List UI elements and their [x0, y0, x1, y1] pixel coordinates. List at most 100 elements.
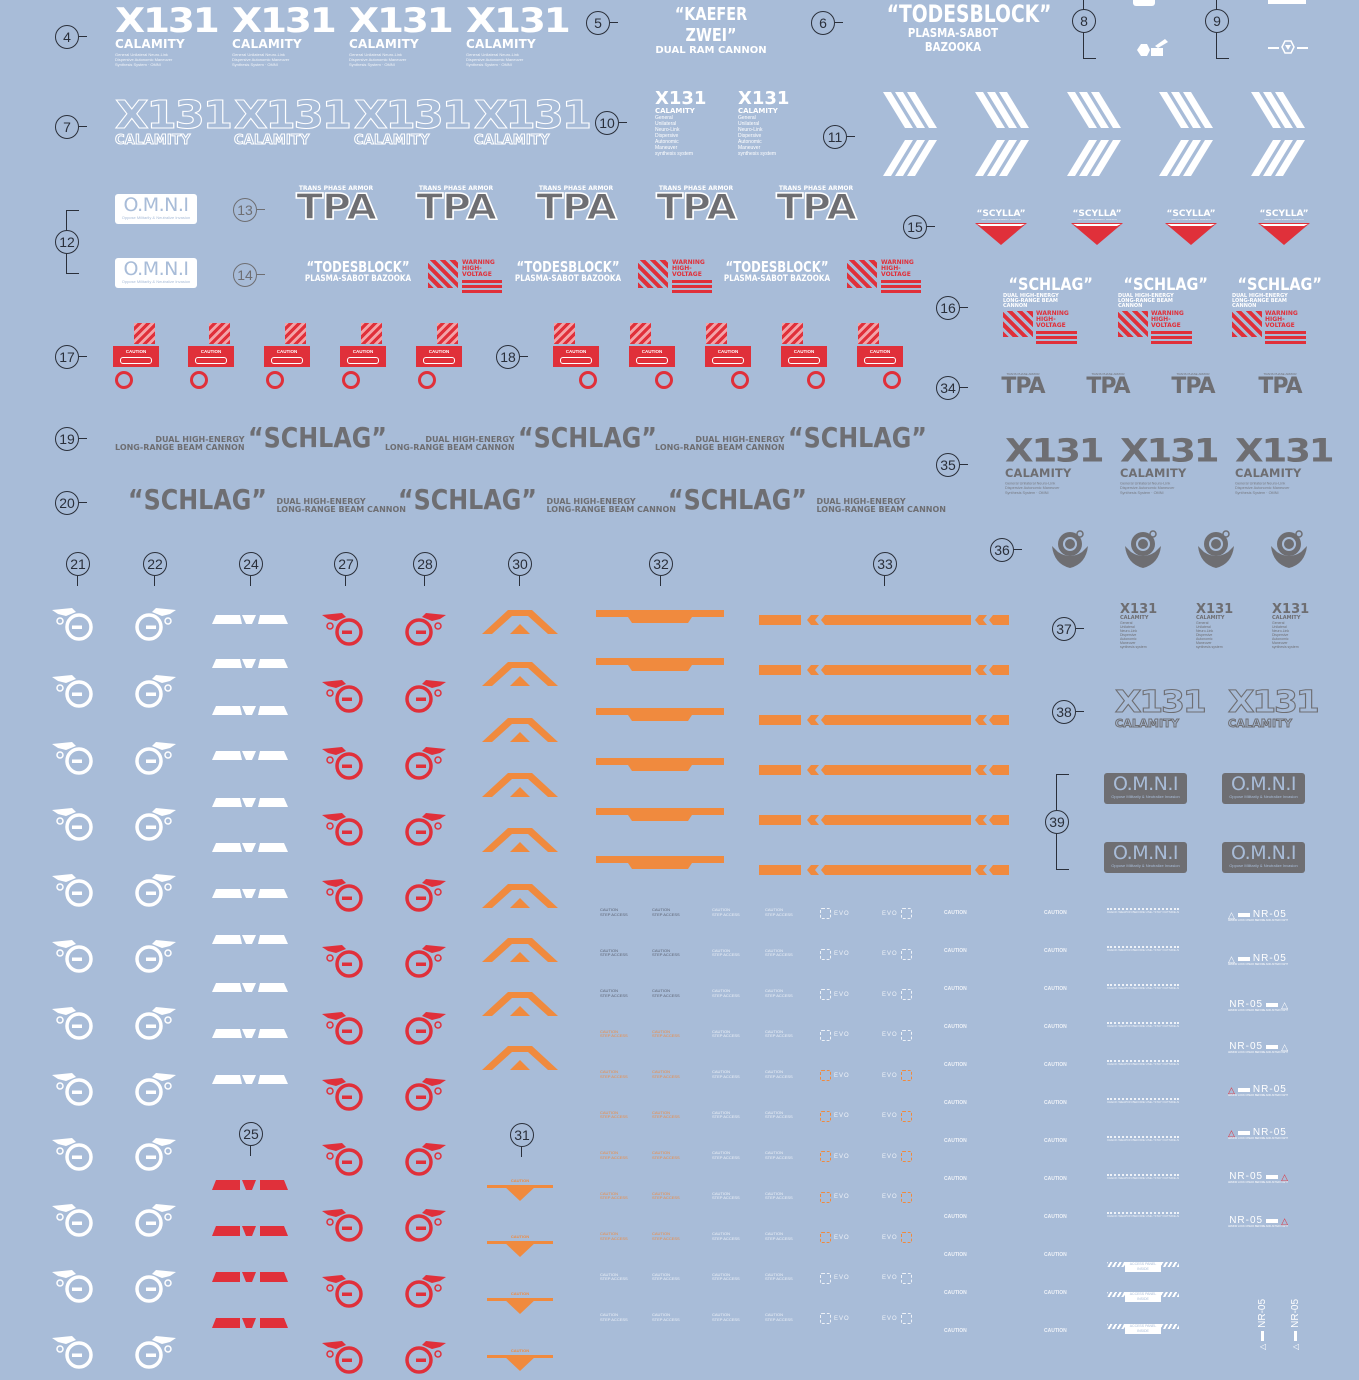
- check-weapon-text: CHECK WEAPON BEFORE USE / STAY OUTSIDE A…: [1107, 1062, 1179, 1066]
- evo-text: EVO: [882, 1234, 898, 1241]
- schlag-sub1: DUAL HIGH-ENERGY: [155, 435, 245, 444]
- decal-x131-calamity-outline: X131 CALAMITY: [114, 96, 233, 148]
- todes-sub: PLASMA-SABOT BAZOOKA: [514, 274, 622, 284]
- decal-orange-bar: [596, 808, 724, 829]
- x131-fine-print: General Unilateral Neuro-Link Dispersive…: [1005, 480, 1060, 496]
- decal-tpa: TRANS PHASE ARMOR TPA: [655, 185, 737, 227]
- winged-emblem-icon: [130, 1204, 176, 1243]
- nr05-text: NR-05: [1229, 1215, 1264, 1226]
- decal-orange-chevron: [482, 718, 558, 747]
- callout-tick: [257, 274, 265, 276]
- evo-text: EVO: [882, 1153, 898, 1160]
- caution-step-access: CAUTION STEP ACCESS: [765, 1190, 793, 1202]
- omni-subtext: Oppose Militarily & Neutralize Invasion: [121, 279, 191, 284]
- caution-text: CAUTION: [125, 349, 147, 354]
- nr05-sub: ARMOR LOCK CHECK BEFORE AND AFTER FIGHT: [1228, 1051, 1289, 1054]
- winged-emblem-icon: [52, 1270, 98, 1309]
- winged-emblem-icon: [322, 879, 368, 918]
- callout-6: 6: [811, 11, 835, 35]
- decal-scylla: “SCYLLA” MULTI-PHASE ENERGY CANNON: [1071, 210, 1123, 245]
- decal-x131-calamity-gray-outline: X131 CALAMITY: [1227, 687, 1320, 730]
- gunit-line: Autonomic: [1196, 636, 1213, 641]
- decal-nr05: △ NR-05 ARMOR LOCK CHECK BEFORE AND AFTE…: [1228, 1172, 1288, 1185]
- decal-trapezoid-set: [212, 703, 288, 721]
- omni-text: O.M.N.I: [123, 258, 189, 280]
- todes-sub: PLASMA-SABOT BAZOOKA: [907, 26, 999, 54]
- winged-emblem-icon: [52, 1336, 98, 1375]
- decal-schlag-gray: “SCHLAG” DUAL HIGH-ENERGY LONG-RANGE BEAM…: [128, 486, 406, 514]
- caution-text: CAUTION: [652, 1231, 670, 1236]
- x131-text: X131: [232, 1, 337, 41]
- schlag-text: “SCHLAG”: [668, 483, 807, 516]
- callout-5: 5: [586, 11, 610, 35]
- decal-caution-cart: CAUTION: [553, 323, 599, 389]
- caution-hazard-right: CAUTION: [1044, 910, 1067, 916]
- step-access-text: STEP ACCESS: [765, 952, 793, 958]
- decal-caution-cart: CAUTION: [629, 323, 675, 389]
- scylla-sub: MULTI-PHASE ENERGY CANNON: [1077, 219, 1117, 221]
- tpa-top-text: TRANS PHASE ARMOR: [658, 185, 734, 192]
- decal-orange-bar: [596, 856, 724, 877]
- callout-27: 27: [334, 552, 358, 576]
- caution-text: CAUTION: [944, 1328, 967, 1334]
- winged-emblem-icon: [400, 1012, 446, 1051]
- decal-trapezoid-set: [212, 980, 288, 998]
- caution-text: CAUTION: [652, 947, 670, 953]
- caution-hazard-left: CAUTION: [944, 1100, 967, 1106]
- decal-evo: EVO: [882, 1191, 912, 1203]
- hazard-stripes: [1232, 311, 1262, 337]
- warning-triangle-icon: △: [1281, 1041, 1289, 1052]
- schlag-text: “SCHLAG”: [247, 421, 387, 454]
- caution-hazard-right: CAUTION: [1044, 1290, 1067, 1296]
- caution-step-access: CAUTION STEP ACCESS: [765, 948, 793, 959]
- hazard-stripes: [1118, 311, 1148, 337]
- decal-schlag-warning: “SCHLAG” DUAL HIGH-ENERGY LONG-RANGE BEA…: [1003, 275, 1093, 344]
- gunit-line: Autonomic: [1272, 636, 1289, 641]
- warning-triangle-icon: △: [1228, 1127, 1235, 1138]
- winged-emblem-icon: [52, 1007, 98, 1046]
- step-access-text: STEP ACCESS: [600, 1073, 628, 1079]
- callout-tick: [79, 356, 87, 358]
- step-access-text: STEP ACCESS: [600, 1316, 628, 1322]
- step-access-text: STEP ACCESS: [712, 952, 740, 958]
- caution-text: CAUTION: [1044, 1024, 1067, 1030]
- nr05-text: NR-05: [1252, 909, 1287, 920]
- decal-evo: EVO: [820, 1029, 850, 1041]
- caution-step-access: CAUTION STEP ACCESS: [712, 1312, 740, 1323]
- gunit-line: General: [1120, 620, 1133, 625]
- schlag-sub1: DUAL HIGH-ENERGY: [1118, 293, 1174, 299]
- caution-text: CAUTION: [765, 1190, 783, 1196]
- callout-tick: [250, 1146, 252, 1156]
- decal-schlag-gray: “SCHLAG” DUAL HIGH-ENERGY LONG-RANGE BEAM…: [398, 486, 676, 514]
- caution-hazard-right: CAUTION: [1044, 1100, 1067, 1106]
- decal-tpa: TRANS PHASE ARMOR TPA: [535, 186, 617, 227]
- decal-tpa-gray: TRANS PHASE ARMOR TPA: [998, 373, 1048, 398]
- schlag-text: “SCHLAG”: [1008, 275, 1093, 295]
- callout-19: 19: [55, 427, 79, 451]
- callout-39: 39: [1045, 810, 1069, 834]
- warning-triangle-icon: △: [1281, 999, 1289, 1010]
- calamity-text: CALAMITY: [1228, 717, 1293, 730]
- callout-tick: [257, 209, 265, 211]
- calamity-text: CALAMITY: [466, 37, 536, 51]
- x131-text: X131: [655, 88, 707, 109]
- hazard-stripes: [1003, 311, 1033, 337]
- winged-emblem-icon: [322, 747, 368, 786]
- decal-nr05: △ NR-05 ARMOR LOCK CHECK BEFORE AND AFTE…: [1228, 1042, 1288, 1055]
- step-access-text: STEP ACCESS: [600, 911, 628, 917]
- decal-trapezoid-set-red: [212, 1316, 288, 1334]
- step-access-text: STEP ACCESS: [652, 1235, 680, 1241]
- caution-text: CAUTION: [1044, 1214, 1067, 1220]
- step-access-text: STEP ACCESS: [765, 1154, 793, 1160]
- caution-step-access: CAUTION STEP ACCESS: [765, 988, 793, 999]
- schlag-text: “SCHLAG”: [517, 421, 657, 454]
- x131-text: X131: [1272, 602, 1310, 617]
- caution-text: CAUTION: [712, 947, 730, 953]
- decal-access-panel: ACCESS PANEL INSIDE: [1107, 1262, 1179, 1272]
- caution-step-access: CAUTION STEP ACCESS: [652, 1029, 680, 1040]
- decal-evo: EVO: [820, 948, 850, 960]
- x131-text: X131: [233, 93, 352, 137]
- caution-hazard-right: CAUTION: [1044, 1062, 1067, 1068]
- tpa-top-text: TRANS PHASE ARMOR: [1176, 372, 1210, 376]
- calamity-text: CALAMITY: [349, 37, 419, 51]
